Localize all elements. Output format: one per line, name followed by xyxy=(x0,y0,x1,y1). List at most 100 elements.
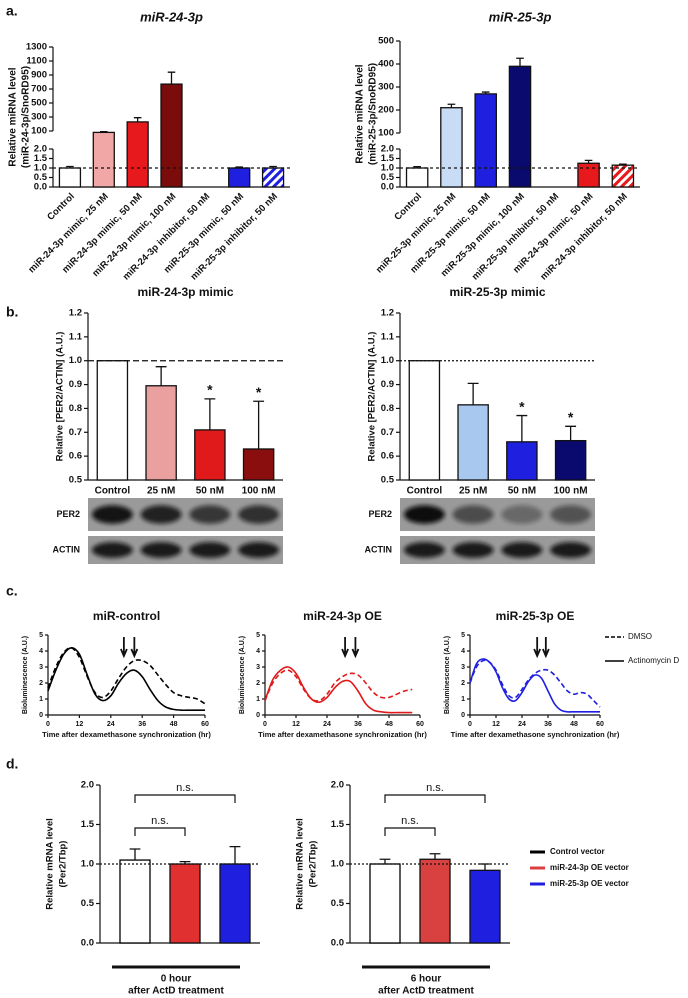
blot-band xyxy=(550,542,592,558)
x-tick-label: Control xyxy=(392,191,424,223)
blot-band xyxy=(91,542,133,558)
series-line xyxy=(47,646,205,712)
y-tick-label: 0.0 xyxy=(331,938,344,949)
y-tick-label: 3 xyxy=(256,664,260,671)
bar xyxy=(194,429,226,481)
y-axis-label: Relative miRNA level xyxy=(8,67,19,166)
x-tick-label: 24 xyxy=(107,721,115,728)
bar xyxy=(508,65,532,188)
y-tick-label: 0.9 xyxy=(381,379,394,390)
legend-label: DMSO xyxy=(628,632,652,641)
y-tick-label: 1100 xyxy=(26,56,47,67)
y-tick-label: 1.5 xyxy=(331,819,345,830)
y-tick-label: 0.6 xyxy=(69,451,82,462)
comparison-label: n.s. xyxy=(426,782,444,794)
y-tick-label: 900 xyxy=(31,70,47,81)
blot-band xyxy=(91,505,133,524)
comparison-bracket xyxy=(384,827,436,836)
chart-title: miR-25-3p mimic xyxy=(449,285,545,299)
y-tick-label: 1.5 xyxy=(34,153,48,164)
y-axis-label: Bioluminescence (A.U.) xyxy=(444,636,451,714)
y-tick-label: 1.5 xyxy=(381,153,395,164)
y-tick-label: 1.0 xyxy=(34,163,47,174)
error-bar xyxy=(565,425,577,441)
y-tick-label: 0.7 xyxy=(69,427,82,438)
y-tick-label: 0.8 xyxy=(69,403,82,414)
x-tick-label: 12 xyxy=(492,721,500,728)
chart-title: miR-24-3p xyxy=(140,9,203,24)
y-tick-label: 2 xyxy=(461,680,465,687)
y-tick-label: 1.0 xyxy=(381,163,394,174)
error-bar xyxy=(155,366,167,386)
y-tick-label: 5 xyxy=(39,632,43,639)
y-tick-label: 0.0 xyxy=(81,938,94,949)
blot-band xyxy=(501,542,543,558)
chart-title: miR-24-3p OE xyxy=(303,609,382,623)
y-axis-label: Relative miRNA level xyxy=(355,64,366,163)
y-axis-label: (Per2/Tbp) xyxy=(308,841,319,888)
x-tick-label: 36 xyxy=(544,721,552,728)
y-tick-label: 0.5 xyxy=(381,475,395,486)
x-axis-label: Time after dexamethasone synchronization… xyxy=(42,730,211,739)
comparison-label: n.s. xyxy=(401,815,419,827)
y-tick-label: 1300 xyxy=(26,42,47,53)
y-tick-label: 1.5 xyxy=(81,819,95,830)
x-tick-label: 0 xyxy=(263,721,267,728)
x-tick-label: 36 xyxy=(354,721,362,728)
error-bar xyxy=(66,165,74,168)
panel-label: b. xyxy=(6,304,18,320)
bar xyxy=(58,167,82,188)
series-line xyxy=(264,669,413,702)
arrow xyxy=(130,637,139,659)
error-bar xyxy=(619,163,627,166)
y-tick-label: 0.5 xyxy=(34,172,48,183)
x-tick-label: 60 xyxy=(596,721,604,728)
chart-title: miR-25-3p xyxy=(489,9,552,24)
bar xyxy=(261,167,285,188)
x-tick-label: 48 xyxy=(170,721,178,728)
y-tick-label: 4 xyxy=(461,648,465,655)
bar xyxy=(554,439,587,481)
significance-label: * xyxy=(568,409,574,425)
bar xyxy=(419,858,451,944)
y-tick-label: 0.0 xyxy=(34,182,47,193)
bar xyxy=(92,131,115,188)
bar xyxy=(440,107,463,188)
legend-label: miR-25-3p OE vector xyxy=(550,879,629,888)
bar xyxy=(145,385,177,481)
y-tick-label: 2 xyxy=(39,680,43,687)
comparison-bracket xyxy=(134,794,236,803)
y-tick-label: 0 xyxy=(461,712,465,719)
panel-label: a. xyxy=(6,3,18,19)
y-axis-label: Relative [PER2/ACTIN] (A.U.) xyxy=(55,332,66,462)
series-line xyxy=(469,659,601,708)
blot-band xyxy=(238,505,280,524)
error-bar xyxy=(584,159,593,164)
x-axis-label: Time after dexamethasone synchronization… xyxy=(258,730,427,739)
arrow xyxy=(120,637,128,659)
x-tick-label: 48 xyxy=(385,721,393,728)
blot-band xyxy=(189,505,231,524)
blot-band xyxy=(501,505,543,524)
significance-label: * xyxy=(207,382,213,398)
series-line xyxy=(264,666,413,714)
x-tick-label: 0 xyxy=(46,721,50,728)
bar xyxy=(126,121,149,188)
y-tick-label: 1.1 xyxy=(381,331,395,342)
blot-band xyxy=(189,542,231,558)
blot-band xyxy=(550,505,592,524)
x-tick-label: 100 nM xyxy=(242,486,276,497)
comparison-bracket xyxy=(384,794,486,803)
x-axis-label: 6 hour xyxy=(411,974,442,985)
comparison-label: n.s. xyxy=(176,782,194,794)
bar xyxy=(242,448,275,481)
error-bar xyxy=(129,848,141,861)
y-tick-label: 300 xyxy=(378,82,394,93)
y-tick-label: 2.0 xyxy=(381,144,394,155)
y-axis-label: Relative [PER2/ACTIN] (A.U.) xyxy=(367,332,378,462)
error-bar xyxy=(133,117,142,122)
y-tick-label: 2.0 xyxy=(331,780,344,791)
x-axis-label: after ActD treatment xyxy=(128,986,224,997)
error-bar xyxy=(379,858,391,864)
